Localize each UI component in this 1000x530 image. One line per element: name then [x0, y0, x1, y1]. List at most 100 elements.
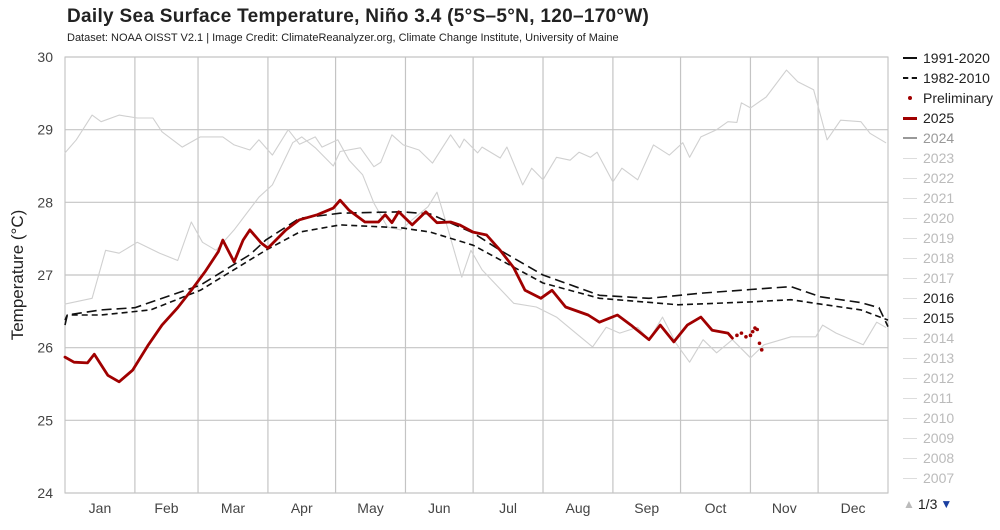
legend-item-2017[interactable]: 2017 — [903, 268, 993, 288]
preliminary-point — [748, 333, 753, 338]
series-line-2025 — [63, 198, 734, 384]
y-tick-label: 24 — [37, 485, 53, 501]
legend-label: 2015 — [923, 310, 955, 326]
legend-marker-icon — [903, 77, 917, 79]
x-tick-label: Oct — [705, 500, 727, 516]
legend-item-2015[interactable]: 2015 — [903, 308, 993, 328]
legend-marker-icon — [903, 137, 917, 139]
legend-label: 2019 — [923, 230, 955, 246]
y-tick-label: 28 — [37, 194, 53, 210]
legend-item-2019[interactable]: 2019 — [903, 228, 993, 248]
y-tick-label: 29 — [37, 122, 53, 138]
legend-marker-icon — [908, 96, 912, 100]
preliminary-point — [757, 341, 762, 346]
legend-item-2009[interactable]: 2009 — [903, 428, 993, 448]
page-indicator: 1/3 — [917, 496, 938, 512]
x-tick-label: May — [357, 500, 383, 516]
legend-marker-icon — [903, 477, 917, 479]
legend-item-2021[interactable]: 2021 — [903, 188, 993, 208]
legend-label: 2007 — [923, 470, 955, 486]
x-tick-label: Jan — [89, 500, 112, 516]
preliminary-point — [744, 334, 748, 339]
legend-label: 2020 — [923, 210, 955, 226]
legend-item-2008[interactable]: 2008 — [903, 448, 993, 468]
legend-marker-icon — [903, 237, 917, 239]
legend-item-2018[interactable]: 2018 — [903, 248, 993, 268]
x-tick-label: Aug — [566, 500, 591, 516]
legend-marker-icon — [903, 437, 917, 439]
series-2015 — [64, 69, 887, 305]
legend-item-2025[interactable]: 2025 — [903, 108, 993, 128]
series-1991-2020 — [64, 211, 889, 327]
legend: 1991-2020 1982-2010 Preliminary 2025 2024 202… — [903, 48, 993, 488]
legend-marker-icon — [903, 297, 917, 299]
series-line-1982-2010 — [64, 224, 889, 321]
legend-label: 2021 — [923, 190, 955, 206]
legend-marker-icon — [903, 277, 917, 279]
legend-item-2011[interactable]: 2011 — [903, 388, 993, 408]
y-tick-label: 25 — [37, 412, 53, 428]
legend-marker-icon — [903, 116, 917, 120]
series-line-1991-2020 — [64, 211, 889, 327]
legend-marker-icon — [903, 417, 917, 419]
legend-label: 1991-2020 — [923, 50, 990, 66]
legend-item-2024[interactable]: 2024 — [903, 128, 993, 148]
legend-label: 2016 — [923, 290, 955, 306]
legend-pager: ▲ 1/3 ▼ — [903, 496, 952, 512]
series-preliminary — [735, 326, 764, 352]
series-2025 — [63, 198, 734, 384]
legend-item-2010[interactable]: 2010 — [903, 408, 993, 428]
legend-marker-icon — [903, 377, 917, 379]
legend-marker-icon — [903, 257, 917, 259]
legend-marker-icon — [903, 397, 917, 399]
page-up-icon[interactable]: ▲ — [903, 497, 915, 511]
page-down-icon[interactable]: ▼ — [940, 497, 953, 511]
y-tick-label: 27 — [37, 267, 53, 283]
legend-label: 2017 — [923, 270, 955, 286]
legend-item-2022[interactable]: 2022 — [903, 168, 993, 188]
chart-subtitle: Dataset: NOAA OISST V2.1 | Image Credit:… — [67, 32, 619, 44]
legend-label: 2013 — [923, 350, 955, 366]
legend-label: 2023 — [923, 150, 955, 166]
legend-item-preliminary[interactable]: Preliminary — [903, 88, 993, 108]
legend-label: Preliminary — [923, 90, 994, 106]
legend-item-1991-2020[interactable]: 1991-2020 — [903, 48, 993, 68]
legend-item-2007[interactable]: 2007 — [903, 468, 993, 488]
x-tick-label: Sep — [634, 500, 659, 516]
legend-label: 2011 — [923, 390, 954, 406]
legend-label: 2009 — [923, 430, 955, 446]
legend-label: 2022 — [923, 170, 955, 186]
legend-label: 2018 — [923, 250, 955, 266]
x-tick-label: Feb — [154, 500, 178, 516]
preliminary-point — [739, 331, 744, 335]
legend-item-2023[interactable]: 2023 — [903, 148, 993, 168]
legend-item-2014[interactable]: 2014 — [903, 328, 993, 348]
legend-marker-icon — [903, 157, 917, 159]
legend-marker-icon — [903, 177, 917, 179]
y-tick-label: 30 — [37, 49, 53, 65]
preliminary-point — [750, 329, 755, 334]
legend-label: 2025 — [923, 110, 955, 126]
y-axis-label: Temperature (°C) — [8, 210, 27, 341]
legend-label: 2010 — [923, 410, 955, 426]
legend-item-1982-2010[interactable]: 1982-2010 — [903, 68, 993, 88]
legend-item-2016[interactable]: 2016 — [903, 288, 993, 308]
legend-item-2013[interactable]: 2013 — [903, 348, 993, 368]
preliminary-point — [759, 348, 764, 352]
legend-label: 1982-2010 — [923, 70, 990, 86]
legend-marker-icon — [903, 337, 917, 339]
legend-marker-icon — [903, 57, 917, 59]
legend-label: 2024 — [923, 130, 955, 146]
x-tick-label: Dec — [841, 500, 866, 516]
x-tick-label: Jul — [499, 500, 517, 516]
legend-item-2020[interactable]: 2020 — [903, 208, 993, 228]
legend-marker-icon — [903, 197, 917, 199]
preliminary-point — [735, 333, 739, 338]
legend-label: 2012 — [923, 370, 955, 386]
series-line-2015 — [64, 69, 887, 305]
legend-marker-icon — [903, 357, 917, 359]
legend-item-2012[interactable]: 2012 — [903, 368, 993, 388]
legend-label: 2008 — [923, 450, 955, 466]
preliminary-point — [755, 327, 760, 332]
